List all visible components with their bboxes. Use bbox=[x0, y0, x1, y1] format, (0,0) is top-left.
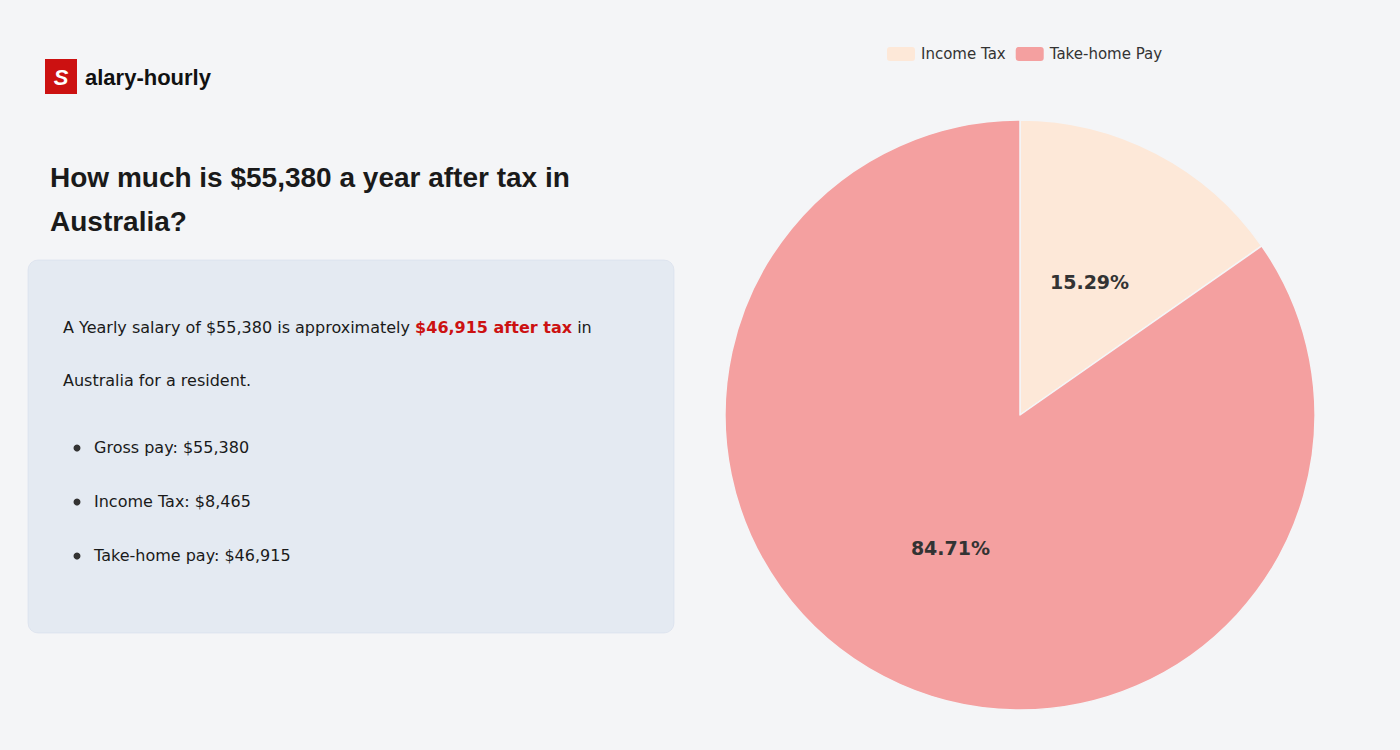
svg-text:Income Tax: Income Tax bbox=[921, 45, 1006, 63]
svg-text:84.71%: 84.71% bbox=[911, 537, 990, 559]
svg-text:S: S bbox=[54, 65, 69, 90]
svg-text:Gross pay: $55,380: Gross pay: $55,380 bbox=[94, 438, 249, 457]
svg-text:Take-home Pay: Take-home Pay bbox=[1049, 45, 1163, 63]
svg-text:Take-home pay: $46,915: Take-home pay: $46,915 bbox=[93, 546, 291, 565]
svg-text:alary-hourly: alary-hourly bbox=[85, 65, 212, 90]
svg-text:in: in bbox=[572, 318, 592, 337]
svg-text:Australia?: Australia? bbox=[50, 206, 187, 237]
svg-text:How much is $55,380 a year aft: How much is $55,380 a year after tax in bbox=[50, 162, 570, 193]
svg-text:Income Tax: $8,465: Income Tax: $8,465 bbox=[94, 492, 251, 511]
svg-text:15.29%: 15.29% bbox=[1050, 271, 1129, 293]
svg-text:A Yearly salary of $55,380 is: A Yearly salary of $55,380 is approximat… bbox=[63, 318, 415, 337]
svg-text:$46,915 after tax: $46,915 after tax bbox=[415, 318, 573, 337]
svg-text:Australia for a resident.: Australia for a resident. bbox=[63, 371, 251, 390]
